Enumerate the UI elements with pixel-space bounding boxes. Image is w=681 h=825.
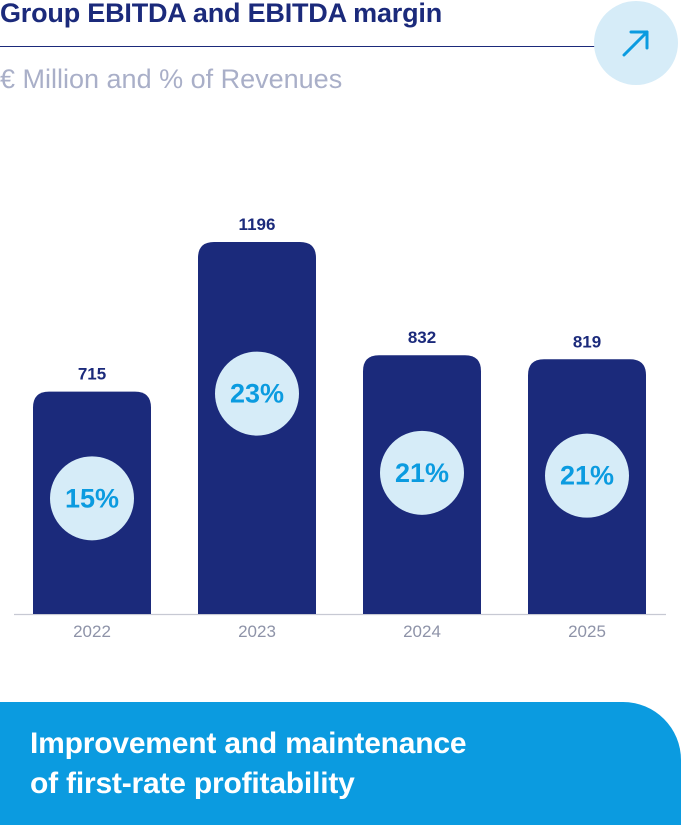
- margin-label-2024: 21%: [395, 458, 449, 488]
- margin-label-2023: 23%: [230, 379, 284, 409]
- chart-subtitle: € Million and % of Revenues: [0, 64, 343, 94]
- margin-bubble-2022: [50, 456, 134, 541]
- arrow-link-button[interactable]: [594, 1, 678, 85]
- margin-bubble-2023: [215, 351, 299, 436]
- margin-bubble-2024: [380, 430, 464, 515]
- ebitda-bar-chart: 715 15% 2022 1196 23% 2023 832 21% 2024 819 21% 202…: [14, 215, 666, 641]
- x-tick-label-2022: 2022: [73, 622, 111, 641]
- value-label-2023: 1196: [239, 215, 276, 234]
- conclusion-banner: Improvement and maintenance of first-rat…: [0, 702, 681, 825]
- x-tick-label-2023: 2023: [238, 622, 276, 641]
- arrow-up-right-icon: [622, 30, 649, 57]
- banner-line-2: of first-rate profitability: [30, 767, 355, 800]
- value-label-2024: 832: [408, 328, 436, 347]
- x-tick-label-2025: 2025: [568, 622, 606, 641]
- banner-line-1: Improvement and maintenance: [30, 727, 467, 760]
- chart-title: Group EBITDA and EBITDA margin: [0, 0, 443, 28]
- value-label-2025: 819: [573, 332, 601, 351]
- margin-label-2022: 15%: [65, 483, 119, 513]
- margin-bubble-2025: [545, 433, 629, 518]
- x-tick-label-2024: 2024: [403, 622, 441, 641]
- margin-label-2025: 21%: [560, 461, 614, 491]
- banner-text: Improvement and maintenance of first-rat…: [30, 724, 467, 804]
- title-divider: [0, 46, 600, 47]
- value-label-2022: 715: [78, 365, 106, 384]
